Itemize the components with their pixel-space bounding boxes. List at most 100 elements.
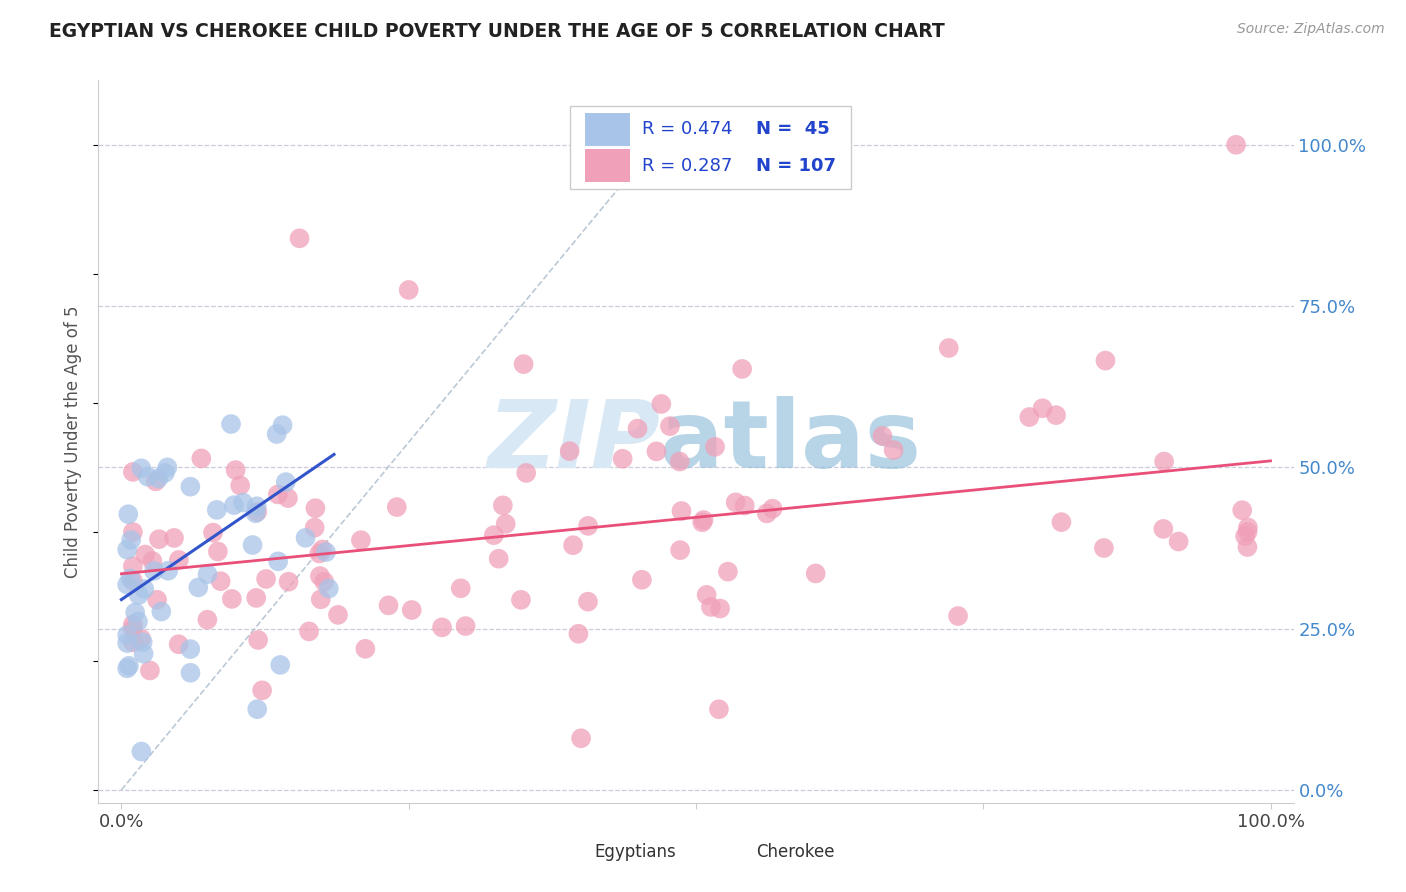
Point	[1050, 515, 1073, 529]
Point	[650, 397, 672, 411]
Point	[1032, 401, 1054, 416]
Point	[179, 642, 201, 657]
Point	[731, 362, 754, 376]
Bar	[585, 149, 630, 182]
Point	[612, 451, 634, 466]
Point	[245, 591, 267, 605]
Point	[872, 429, 894, 443]
Point	[128, 588, 150, 602]
Point	[141, 554, 163, 568]
Point	[430, 620, 453, 634]
Point	[696, 588, 718, 602]
Point	[120, 533, 142, 547]
Point	[576, 594, 599, 608]
Point	[115, 636, 138, 650]
Point	[318, 582, 340, 596]
Point	[482, 528, 505, 542]
Point	[277, 491, 299, 505]
Point	[304, 521, 326, 535]
Point	[131, 461, 153, 475]
Point	[274, 475, 297, 489]
Bar	[585, 113, 630, 145]
Point	[153, 466, 176, 480]
Point	[132, 647, 155, 661]
Point	[118, 658, 141, 673]
Point	[277, 574, 299, 589]
Point	[567, 627, 589, 641]
Point	[717, 565, 740, 579]
Point	[495, 516, 517, 531]
Point	[134, 582, 156, 596]
Point	[202, 525, 225, 540]
Point	[146, 592, 169, 607]
Point	[1234, 529, 1257, 543]
Point	[938, 341, 960, 355]
Point	[145, 475, 167, 489]
Point	[298, 624, 321, 639]
Point	[115, 628, 138, 642]
Point	[122, 617, 145, 632]
Point	[1167, 534, 1189, 549]
Point	[271, 418, 294, 433]
Point	[569, 731, 592, 746]
Text: N = 107: N = 107	[756, 156, 835, 175]
Point	[179, 665, 201, 680]
Point	[117, 507, 139, 521]
Point	[122, 635, 145, 649]
Point	[1018, 410, 1040, 425]
Bar	[553, 838, 582, 866]
Text: Egyptians: Egyptians	[595, 843, 676, 861]
Point	[122, 559, 145, 574]
FancyBboxPatch shape	[571, 105, 852, 189]
Point	[294, 531, 316, 545]
Point	[134, 548, 156, 562]
Text: atlas: atlas	[661, 395, 921, 488]
Point	[515, 466, 537, 480]
Point	[267, 554, 290, 568]
Point	[115, 542, 138, 557]
Point	[709, 601, 731, 615]
Point	[207, 544, 229, 558]
Point	[1236, 524, 1258, 539]
Point	[266, 427, 288, 442]
Point	[700, 599, 723, 614]
Point	[250, 683, 273, 698]
Text: R = 0.287: R = 0.287	[643, 156, 733, 175]
Point	[115, 661, 138, 675]
Point	[704, 440, 727, 454]
Point	[690, 516, 713, 530]
Point	[734, 499, 756, 513]
Point	[671, 504, 693, 518]
Point	[120, 572, 142, 586]
Point	[314, 574, 336, 589]
Point	[247, 632, 270, 647]
Point	[385, 500, 408, 514]
Point	[225, 463, 247, 477]
Point	[219, 417, 242, 431]
Point	[326, 607, 349, 622]
Point	[131, 745, 153, 759]
Point	[315, 545, 337, 559]
Point	[692, 513, 714, 527]
Point	[1045, 408, 1067, 422]
Point	[122, 524, 145, 539]
Point	[645, 444, 668, 458]
Point	[163, 531, 186, 545]
Point	[488, 551, 510, 566]
Y-axis label: Child Poverty Under the Age of 5: Child Poverty Under the Age of 5	[65, 305, 83, 578]
Point	[668, 454, 690, 468]
Point	[492, 499, 515, 513]
Point	[454, 619, 477, 633]
Point	[883, 443, 905, 458]
Point	[122, 574, 145, 588]
Point	[167, 637, 190, 651]
Point	[136, 469, 159, 483]
Point	[304, 501, 326, 516]
Point	[761, 501, 783, 516]
Point	[156, 460, 179, 475]
Point	[148, 532, 170, 546]
Point	[131, 635, 153, 649]
Point	[197, 567, 219, 582]
Text: EGYPTIAN VS CHEROKEE CHILD POVERTY UNDER THE AGE OF 5 CORRELATION CHART: EGYPTIAN VS CHEROKEE CHILD POVERTY UNDER…	[49, 22, 945, 41]
Point	[269, 657, 291, 672]
